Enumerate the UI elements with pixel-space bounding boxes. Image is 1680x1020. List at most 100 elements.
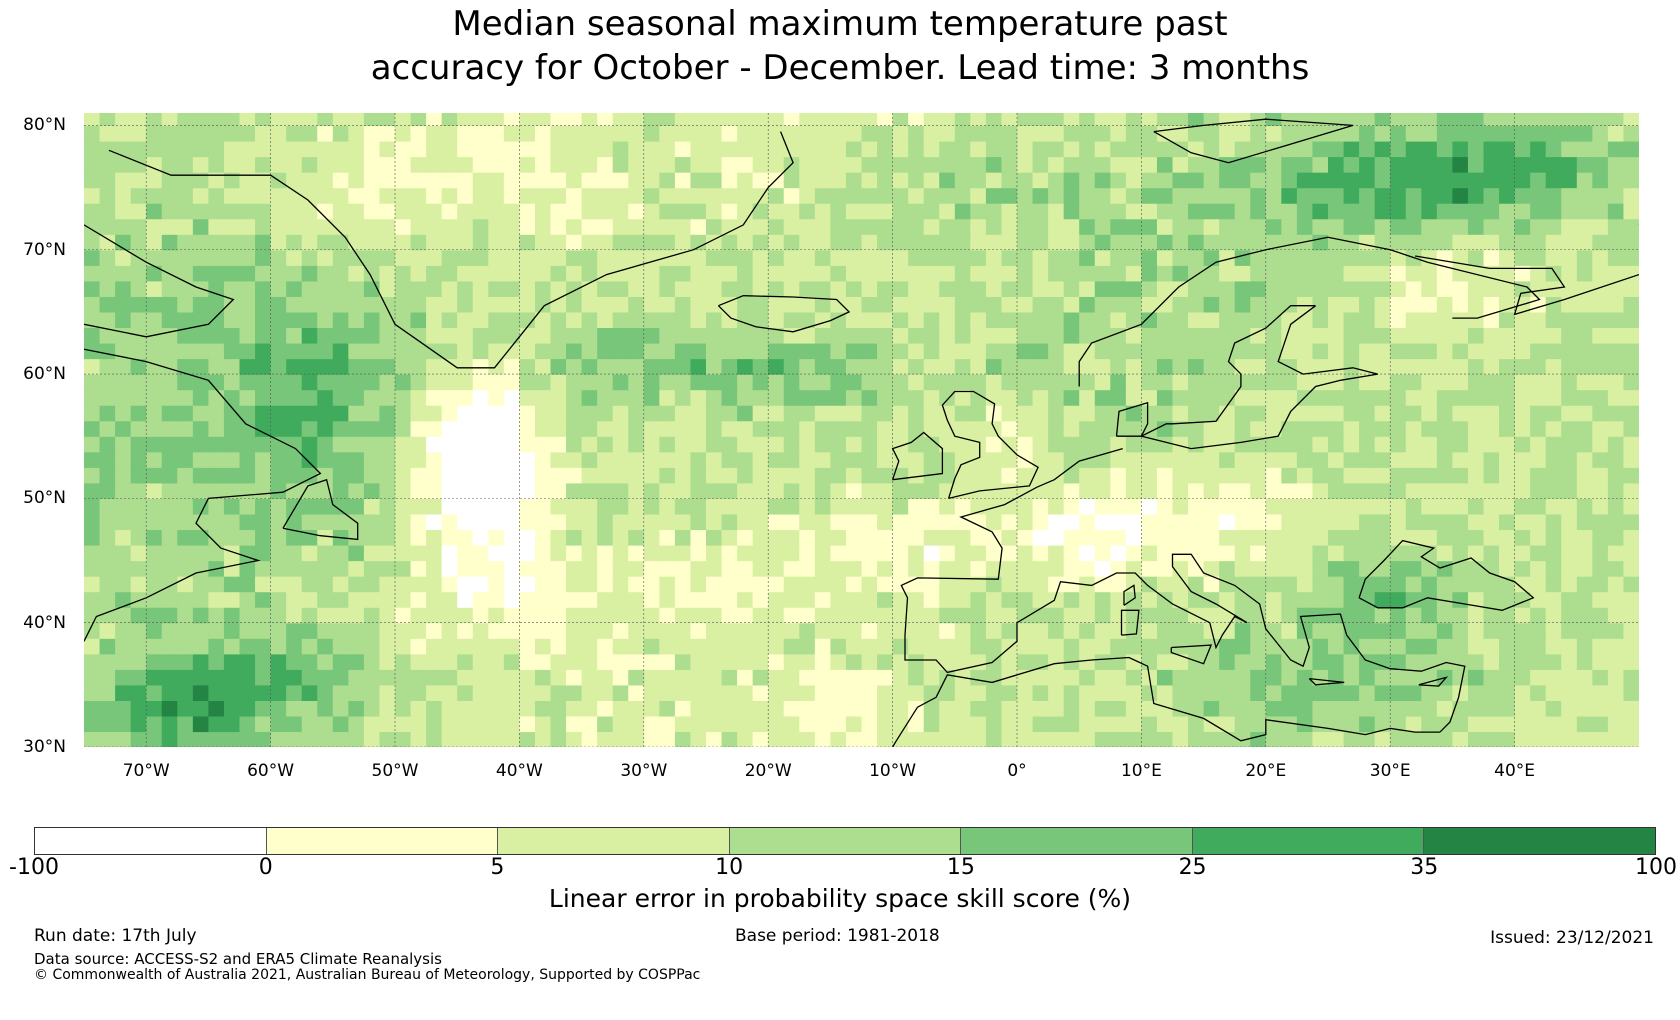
skill-cell — [317, 607, 334, 624]
skill-cell — [348, 482, 365, 499]
skill-cell — [706, 731, 723, 747]
skill-cell — [581, 544, 598, 562]
skill-cell — [845, 544, 863, 562]
skill-cell — [690, 715, 707, 733]
skill-cell — [1359, 467, 1376, 484]
skill-cell — [1452, 715, 1469, 733]
skill-cell — [1094, 498, 1111, 515]
skill-cell — [177, 234, 194, 251]
skill-cell — [1576, 342, 1593, 360]
skill-cell — [597, 140, 614, 158]
cyprus-coast — [1418, 676, 1449, 687]
skill-cell — [1001, 436, 1018, 453]
skill-cell — [1436, 327, 1453, 344]
skill-cell — [985, 467, 1003, 484]
skill-cell — [363, 296, 381, 313]
skill-cell — [1234, 607, 1251, 624]
skill-cell — [814, 280, 831, 297]
skill-cell — [768, 296, 785, 313]
skill-cell — [799, 218, 816, 235]
skill-cell — [1250, 498, 1267, 515]
skill-cell — [1530, 172, 1547, 189]
skill-cell — [1390, 451, 1407, 468]
skill-cell — [1530, 140, 1547, 158]
skill-cell — [752, 405, 769, 422]
skill-cell — [332, 389, 349, 406]
skill-cell — [192, 529, 209, 546]
skill-cell — [1250, 591, 1267, 608]
skill-cell — [1592, 482, 1609, 499]
skill-cell — [1359, 172, 1376, 189]
skill-cell — [348, 389, 365, 406]
skill-cell — [706, 203, 723, 220]
skill-cell — [845, 622, 863, 639]
skill-cell — [363, 140, 381, 158]
skill-cell — [255, 436, 272, 453]
skill-cell — [814, 591, 831, 608]
skill-cell — [1265, 653, 1282, 670]
skill-cell — [441, 638, 458, 655]
skill-cell — [690, 451, 707, 468]
skill-cell — [861, 591, 878, 608]
skill-cell — [721, 513, 738, 531]
skill-cell — [1048, 576, 1065, 593]
skill-cell — [1374, 187, 1391, 204]
skill-cell — [1110, 218, 1127, 235]
skill-cell — [99, 125, 116, 142]
skill-cell — [1312, 498, 1329, 515]
skill-cell — [643, 327, 660, 344]
skill-cell — [1110, 684, 1127, 701]
skill-cell — [768, 265, 785, 282]
skill-cell — [1203, 482, 1220, 499]
skill-cell — [1592, 218, 1609, 235]
skill-cell — [1079, 265, 1096, 282]
skill-cell — [1063, 172, 1080, 189]
skill-cell — [410, 607, 427, 624]
skill-cell — [612, 482, 629, 499]
skill-cell — [674, 576, 692, 593]
skill-cell — [768, 669, 785, 686]
skill-cell — [721, 125, 738, 142]
skill-cell — [99, 358, 116, 375]
skill-cell — [1545, 607, 1562, 624]
skill-cell — [1156, 731, 1174, 747]
skill-cell — [84, 358, 101, 375]
skill-cell — [737, 405, 754, 422]
skill-cell — [939, 700, 956, 717]
skill-cell — [892, 607, 909, 624]
skill-cell — [1576, 669, 1593, 686]
skill-cell — [255, 653, 272, 670]
skill-cell — [503, 669, 520, 686]
skill-cell — [286, 172, 303, 189]
skill-cell — [348, 249, 365, 266]
skill-cell — [1328, 218, 1345, 235]
skill-cell — [1592, 498, 1609, 515]
skill-cell — [239, 125, 256, 142]
skill-cell — [581, 172, 598, 189]
skill-cell — [690, 218, 707, 235]
skill-cell — [1576, 156, 1593, 173]
skill-cell — [519, 172, 536, 189]
skill-cell — [84, 607, 101, 624]
skill-cell — [1514, 311, 1531, 329]
skill-cell — [472, 389, 489, 406]
skill-cell — [317, 405, 334, 422]
skill-cell — [395, 715, 412, 733]
skill-cell — [674, 607, 692, 624]
skill-cell — [1592, 731, 1609, 747]
skill-cell — [286, 700, 303, 717]
skill-cell — [721, 560, 738, 577]
skill-cell — [1561, 218, 1578, 235]
skill-cell — [643, 622, 660, 639]
skill-cell — [270, 249, 287, 266]
skill-cell — [1250, 327, 1267, 344]
skill-cell — [923, 638, 940, 655]
skill-cell — [768, 498, 785, 515]
skill-cell — [1467, 513, 1485, 531]
skill-cell — [690, 513, 707, 531]
skill-cell — [317, 731, 334, 747]
skill-cell — [1296, 451, 1314, 468]
skill-cell — [363, 342, 381, 360]
skill-cell — [970, 436, 987, 453]
skill-cell — [550, 715, 567, 733]
